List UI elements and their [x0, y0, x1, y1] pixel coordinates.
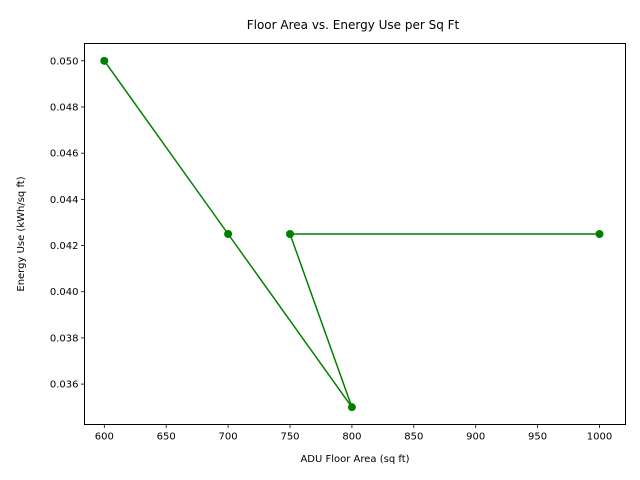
x-tick-label: 700 — [219, 432, 238, 443]
y-tick-label: 0.038 — [50, 333, 79, 344]
x-tick-label: 1000 — [587, 432, 612, 443]
x-tick-label: 950 — [528, 432, 547, 443]
x-tick-label: 600 — [95, 432, 114, 443]
data-point — [347, 403, 356, 412]
x-axis-label: ADU Floor Area (sq ft) — [300, 454, 409, 465]
x-tick-label: 900 — [466, 432, 485, 443]
y-tick-label: 0.036 — [50, 380, 79, 391]
y-tick-label: 0.042 — [50, 241, 79, 252]
y-tick-label: 0.044 — [50, 195, 79, 206]
y-axis-label: Energy Use (kWh/sq ft) — [16, 176, 27, 291]
x-tick-label: 850 — [404, 432, 423, 443]
y-tick-label: 0.050 — [50, 56, 79, 67]
data-point — [224, 230, 233, 238]
plot-frame — [84, 43, 626, 425]
plot-area — [100, 56, 604, 412]
data-point — [100, 56, 109, 65]
y-tick-label: 0.048 — [50, 103, 79, 114]
x-tick-label: 750 — [280, 432, 299, 443]
y-tick-label: 0.046 — [50, 149, 79, 160]
x-tick-label: 800 — [342, 432, 361, 443]
x-tick-label: 650 — [157, 432, 176, 443]
y-tick-label: 0.040 — [50, 287, 79, 298]
x-axis: 600 650 700 750 800 850 900 950 1000 — [95, 424, 612, 443]
chart-title: Floor Area vs. Energy Use per Sq Ft — [247, 18, 460, 32]
data-point — [286, 230, 295, 238]
y-axis: 0.036 0.038 0.040 0.042 0.044 0.046 0.048 0.050 — [50, 56, 85, 391]
data-point — [595, 230, 604, 238]
